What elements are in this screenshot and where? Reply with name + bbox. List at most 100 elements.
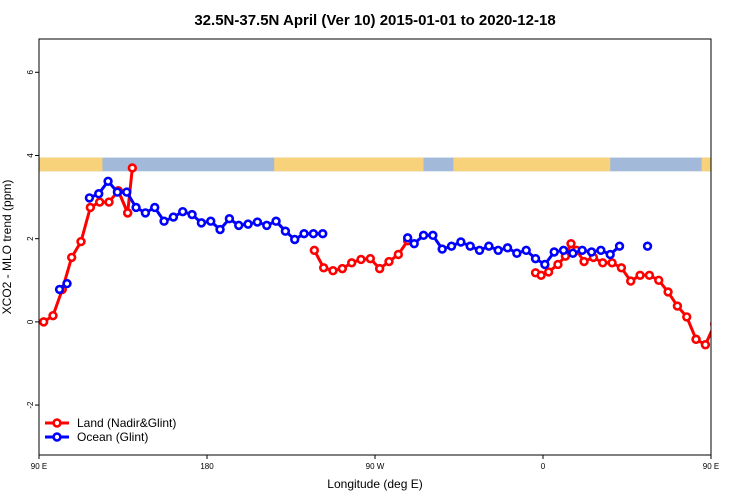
series-0-point (39, 317, 49, 327)
series-0-point (579, 256, 589, 267)
series-1-point (730, 280, 737, 287)
land-band-segment-3 (701, 157, 711, 172)
series-1-point (512, 248, 522, 258)
series-0-point (654, 275, 664, 285)
series-1-point (409, 238, 419, 249)
series-0-line-4 (695, 328, 711, 347)
legend-label-1: Ocean (Glint) (77, 430, 148, 444)
x-tick-label: 90 E (31, 462, 47, 471)
series-0-point (635, 270, 645, 280)
series-1-point (318, 228, 328, 239)
series-0-point (721, 312, 728, 319)
series-1-point (493, 245, 503, 256)
series-0-point (710, 321, 711, 327)
series-1-point (502, 243, 513, 253)
series-1-point (103, 176, 113, 186)
series-1-point (446, 241, 457, 251)
series-1-point (614, 241, 625, 251)
series-0-point (384, 256, 394, 267)
series-0-point (127, 163, 138, 173)
series-0-line-0 (42, 189, 130, 324)
land-band-segment-0 (39, 157, 103, 172)
series-0-point (543, 267, 554, 277)
series-0-point (730, 286, 737, 293)
x-axis-ticks: 90 E 180 90 W 0 90 E (31, 455, 719, 471)
series-1-point (112, 187, 123, 197)
series-1-point (418, 230, 429, 241)
series-1-point (54, 284, 65, 295)
series-0-point (663, 287, 673, 297)
series-1-point (62, 278, 72, 289)
x-axis-label: Longitude (deg E) (327, 477, 422, 491)
series-0-point (66, 252, 77, 263)
series-1-point (465, 241, 475, 251)
legend-label-0: Land (Nadir&Glint) (77, 416, 176, 430)
series-0-point (48, 310, 58, 321)
y-tick-label: -2 (26, 401, 35, 409)
series-1-point (530, 253, 541, 264)
legend: Land (Nadir&Glint)Ocean (Glint) (45, 416, 176, 444)
series-1-point (721, 286, 728, 293)
series-1-point (540, 259, 550, 270)
series-0-point (739, 254, 746, 261)
series-1-point (549, 247, 559, 257)
series-0-point (644, 270, 655, 280)
series-1-point (94, 189, 104, 199)
series-0-point (346, 258, 357, 268)
series-1-point (290, 234, 300, 245)
land-band-segment-1 (274, 157, 424, 172)
series-1-point (196, 218, 207, 228)
series-1-point (402, 233, 413, 243)
series-1-point (596, 245, 606, 256)
chart-title: 32.5N-37.5N April (Ver 10) 2015-01-01 to… (194, 12, 555, 29)
series-1-point (140, 208, 151, 218)
series-0-point (365, 253, 376, 264)
series-0-point (328, 266, 338, 276)
series-1-point (521, 245, 531, 256)
series-1-point (243, 219, 253, 229)
series-0-point (616, 263, 627, 273)
series-1-point (159, 216, 169, 226)
series-1-point (577, 245, 587, 256)
series-0-point (682, 312, 692, 322)
series-1-point (586, 247, 597, 257)
y-tick-label: 4 (26, 153, 35, 158)
series-1-point (299, 228, 309, 239)
series-0-point (104, 197, 114, 207)
series-0-point (318, 263, 329, 273)
series-0-point (94, 197, 105, 207)
series-0-point (691, 334, 701, 345)
series-1-point (84, 193, 95, 203)
series-1-point (215, 224, 225, 235)
series-0-point (309, 245, 320, 256)
series-1-point (558, 245, 569, 256)
series-1-point (474, 245, 485, 256)
series-1-point (122, 187, 132, 197)
series-0-point (374, 263, 385, 274)
legend-marker-0 (52, 418, 62, 428)
series-1-line-4 (724, 284, 733, 290)
series-1-point (456, 237, 466, 247)
y-axis-label: XCO2 - MLO trend (ppm) (0, 180, 14, 315)
series-1-point (605, 249, 615, 260)
series-1 (54, 176, 737, 295)
series-0-point (700, 340, 711, 350)
series-0-point (393, 249, 404, 260)
series-0-point (598, 258, 608, 268)
series-0-point (672, 301, 683, 311)
series-1-point (178, 206, 188, 217)
series-1-point (206, 216, 216, 226)
series-1-point (187, 209, 197, 220)
series-1-point (271, 216, 281, 226)
plot-frame (38, 38, 712, 456)
series-0-point (337, 263, 348, 274)
series-1-point (234, 220, 244, 231)
y-tick-label: 0 (26, 319, 35, 324)
series-layer (39, 163, 746, 350)
series-1-point (568, 248, 578, 258)
series-0 (39, 163, 746, 350)
series-1-point (308, 228, 319, 239)
land-band-segment-2 (453, 157, 611, 172)
series-0-point (356, 254, 366, 265)
